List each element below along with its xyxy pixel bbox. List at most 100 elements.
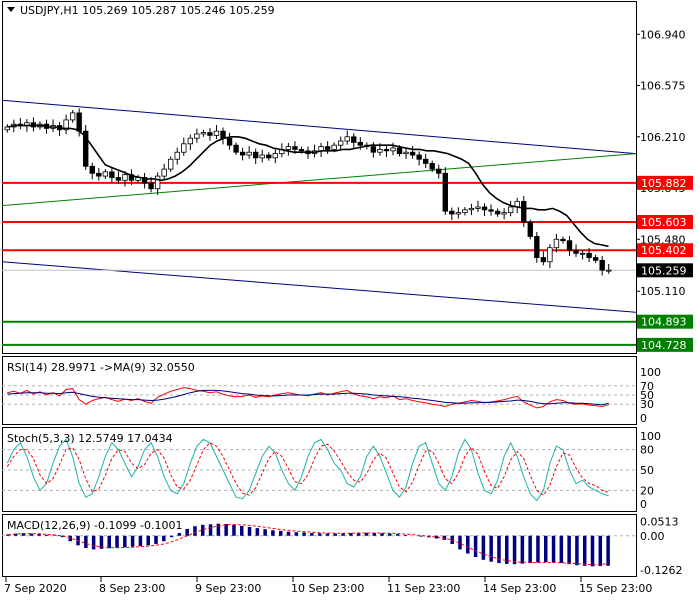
resistance-level-tag-label: 105.603 bbox=[641, 216, 687, 229]
candle-body bbox=[422, 158, 429, 164]
price-tick-label: 105.110 bbox=[640, 285, 686, 298]
macd-tick-label: 0.00 bbox=[640, 530, 665, 543]
candle-body bbox=[547, 247, 553, 263]
candle-body bbox=[207, 132, 213, 136]
candle-body bbox=[599, 259, 605, 271]
candle-body bbox=[168, 158, 174, 170]
candle-body bbox=[579, 252, 586, 255]
candle-body bbox=[102, 171, 109, 177]
candle-body bbox=[416, 154, 422, 160]
stoch-tick-label: 100 bbox=[640, 430, 661, 443]
stoch-tick-label: 80 bbox=[640, 444, 654, 457]
stoch-panel bbox=[2, 438, 636, 502]
price-tick-label: 106.940 bbox=[640, 28, 686, 41]
candle-body bbox=[344, 136, 350, 142]
resistance-level-tag-label: 105.882 bbox=[641, 177, 687, 190]
channel-lower-line bbox=[1, 261, 637, 313]
candle-body bbox=[370, 146, 377, 153]
candle-body bbox=[566, 240, 573, 251]
candle-body bbox=[266, 154, 272, 159]
candle-body bbox=[83, 130, 89, 167]
candle-body bbox=[475, 206, 481, 209]
candle-body bbox=[272, 153, 278, 159]
rsi-panel-frame bbox=[2, 356, 637, 425]
time-tick-label: 7 Sep 2020 bbox=[4, 582, 67, 595]
support-level-tag bbox=[637, 337, 693, 352]
current-price-tag-label: 105.259 bbox=[641, 264, 687, 277]
support-level-tag-label: 104.728 bbox=[641, 339, 687, 352]
candle-body bbox=[501, 212, 507, 215]
candle-body bbox=[521, 200, 527, 223]
candle-body bbox=[213, 130, 220, 136]
candle-body bbox=[468, 207, 475, 211]
macd-panel-title: MACD(12,26,9) -0.1099 -0.1001 bbox=[7, 519, 182, 532]
channel-upper-line bbox=[1, 99, 637, 155]
candle-body bbox=[396, 147, 403, 155]
candle-body bbox=[233, 144, 239, 153]
candle-body bbox=[442, 172, 448, 212]
candle-body bbox=[292, 146, 298, 150]
candle-body bbox=[122, 174, 128, 181]
dropdown-triangle-icon[interactable] bbox=[7, 7, 15, 12]
candle-body bbox=[429, 163, 435, 170]
rsi-tick-label: 50 bbox=[640, 389, 654, 402]
stoch-tick-label: 0 bbox=[640, 498, 647, 511]
candle-body bbox=[534, 236, 540, 258]
candle-body bbox=[96, 172, 102, 177]
candle-body bbox=[115, 177, 122, 181]
macd-tick-label: -0.1262 bbox=[640, 564, 682, 577]
candle-body bbox=[403, 151, 409, 155]
macd-tick-label: 0.0513 bbox=[640, 516, 679, 529]
current-price-tag bbox=[637, 263, 693, 278]
candle-body bbox=[181, 143, 187, 153]
trend-mid-line bbox=[1, 153, 637, 207]
candle-body bbox=[220, 130, 226, 139]
candle-body bbox=[351, 136, 357, 143]
candle-body bbox=[592, 257, 599, 261]
candle-body bbox=[449, 210, 455, 215]
candle-body bbox=[200, 132, 207, 135]
candle-body bbox=[606, 269, 612, 272]
macd-panel-frame bbox=[2, 514, 637, 577]
candle-body bbox=[383, 149, 390, 152]
candle-body bbox=[161, 168, 167, 177]
price-panel bbox=[1, 99, 637, 346]
price-tick-label: 106.210 bbox=[640, 131, 686, 144]
candle-body bbox=[253, 151, 259, 159]
candle-body bbox=[148, 182, 154, 190]
stoch-series-line bbox=[6, 442, 609, 496]
rsi-tick-label: 30 bbox=[640, 398, 654, 411]
candle-body bbox=[239, 151, 246, 156]
candle-body bbox=[455, 212, 462, 215]
candle-body bbox=[4, 126, 10, 131]
candle-body bbox=[560, 238, 566, 242]
candle-body bbox=[331, 144, 337, 150]
price-panel-title: USDJPY,H1 105.269 105.287 105.246 105.25… bbox=[20, 4, 275, 17]
candle-body bbox=[298, 149, 305, 152]
candle-body bbox=[285, 146, 292, 150]
macd-panel bbox=[2, 523, 636, 567]
rsi-tick-label: 70 bbox=[640, 380, 654, 393]
candle-body bbox=[357, 141, 363, 146]
time-tick-label: 11 Sep 23:00 bbox=[387, 582, 460, 595]
candle-body bbox=[141, 177, 148, 184]
rsi-tick-label: 100 bbox=[640, 366, 661, 379]
candle-body bbox=[507, 206, 514, 213]
rsi-tick-label: 0 bbox=[640, 412, 647, 425]
rsi-series-line bbox=[7, 387, 609, 409]
time-tick-label: 14 Sep 23:00 bbox=[483, 582, 556, 595]
time-tick-label: 10 Sep 23:00 bbox=[291, 582, 364, 595]
candle-body bbox=[69, 112, 76, 121]
rsi-panel bbox=[2, 385, 636, 409]
candle-body bbox=[246, 151, 252, 156]
candle-body bbox=[390, 147, 396, 152]
candle-body bbox=[63, 119, 69, 131]
candle-body bbox=[377, 149, 383, 153]
candle-body bbox=[573, 250, 579, 254]
resistance-level-tag bbox=[637, 175, 693, 190]
candle-body bbox=[324, 146, 331, 150]
stoch-series-line bbox=[6, 438, 609, 502]
resistance-level-tag bbox=[637, 243, 693, 258]
candle-body bbox=[481, 206, 488, 211]
